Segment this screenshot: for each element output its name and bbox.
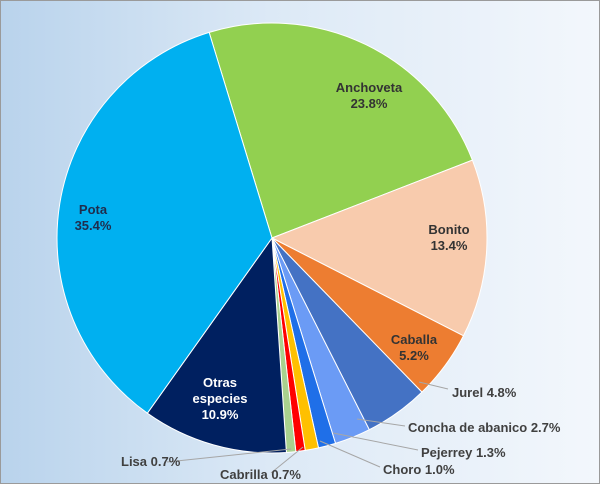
slice-label: Pejerrey 1.3% — [421, 445, 506, 461]
category-label: Choro — [383, 462, 422, 477]
slice-label: Concha de abanico 2.7% — [408, 420, 560, 436]
category-label: Otras especies — [192, 375, 248, 406]
slice-label: Jurel 4.8% — [452, 385, 516, 401]
category-label: Bonito — [428, 222, 470, 237]
slice-label: Bonito 13.4% — [428, 222, 469, 254]
value-label: 0.7% — [271, 467, 301, 482]
value-label: 1.0% — [424, 462, 455, 477]
slice-label: Caballa 5.2% — [391, 332, 437, 364]
value-label: 0.7% — [150, 454, 181, 469]
value-label: 35.4% — [74, 218, 112, 233]
value-label: 10.9% — [201, 407, 239, 422]
slice-label: Otras especies 10.9% — [185, 375, 255, 423]
leader-line — [332, 432, 419, 451]
value-label: 23.8% — [350, 96, 388, 111]
category-label: Concha de abanico — [408, 420, 528, 435]
leader-line — [356, 418, 406, 427]
pie-slice — [208, 22, 474, 239]
leader-line — [270, 446, 304, 474]
pie-slice — [270, 159, 488, 337]
category-label: Jurel — [452, 385, 484, 400]
value-label: 4.8% — [486, 385, 517, 400]
leader-line — [166, 448, 292, 463]
slice-label: Anchoveta 23.8% — [336, 80, 402, 112]
category-label: Anchoveta — [335, 80, 403, 95]
pie-slice — [56, 31, 273, 414]
slice-label: Lisa 0.7% — [121, 454, 180, 470]
value-label: 13.4% — [430, 238, 468, 253]
slice-label: Pota 35.4% — [75, 202, 112, 234]
category-label: Pota — [78, 202, 108, 217]
pie-slice — [146, 236, 287, 454]
value-label: 1.3% — [475, 445, 506, 460]
leader-line — [418, 381, 449, 390]
category-label: Caballa — [390, 332, 438, 347]
leader-line — [319, 440, 381, 468]
value-label: 2.7% — [530, 420, 561, 435]
value-label: 5.2% — [399, 348, 429, 363]
category-label: Lisa — [121, 454, 148, 469]
slice-label: Choro 1.0% — [383, 462, 455, 478]
category-label: Pejerrey — [421, 445, 473, 460]
slice-label: Cabrilla 0.7% — [220, 467, 301, 483]
category-label: Cabrilla — [220, 467, 268, 482]
